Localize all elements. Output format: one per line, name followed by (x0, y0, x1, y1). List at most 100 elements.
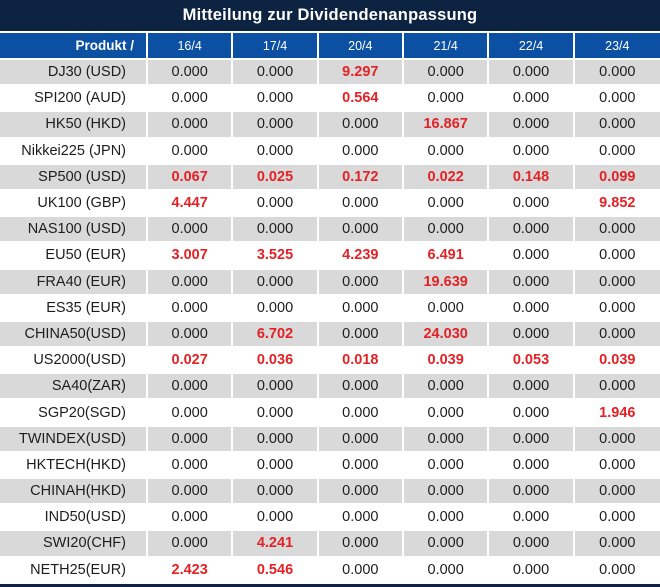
table-row: SA40(ZAR) 0.000 0.000 0.000 0.000 0.000 0.000 (0, 374, 660, 401)
table-row: UK100 (GBP) 4.447 0.000 0.000 0.000 0.000 9.85… (0, 190, 660, 218)
date-header-cell: 17/4 (233, 33, 319, 60)
value-cell: 0.000 (148, 60, 234, 87)
value-cell: 0.018 (318, 348, 404, 375)
value-cell: 0.000 (318, 295, 404, 322)
value-cell: 0.000 (148, 374, 234, 401)
table-row: CHINAH(HKD) 0.000 0.000 0.000 0.000 0.000 0.00… (0, 479, 660, 506)
value-cell: 0.000 (574, 557, 660, 584)
value-cell: 0.000 (404, 374, 490, 401)
value-cell: 0.053 (489, 348, 575, 375)
value-cell: 0.039 (404, 348, 490, 375)
value-cell: 0.039 (574, 348, 660, 375)
value-cell: 0.000 (148, 269, 234, 296)
value-cell: 0.000 (574, 217, 660, 244)
value-cell: 0.000 (148, 321, 234, 349)
table-row: SP500 (USD) 0.067 0.025 0.172 0.022 0.148 0.09… (0, 164, 660, 191)
value-cell: 0.172 (318, 164, 404, 191)
value-cell: 0.000 (318, 217, 404, 244)
value-cell: 0.564 (318, 86, 404, 113)
value-cell: 4.447 (148, 190, 234, 218)
value-cell: 19.639 (404, 269, 490, 296)
value-cell: 0.000 (148, 452, 234, 479)
value-cell: 0.000 (148, 86, 234, 113)
product-cell: SWI20(CHF) (0, 531, 148, 558)
value-cell: 0.000 (318, 112, 404, 139)
value-cell: 0.000 (404, 557, 490, 584)
product-cell: CHINAH(HKD) (0, 479, 148, 506)
value-cell: 0.000 (233, 269, 319, 296)
value-cell: 0.000 (148, 217, 234, 244)
value-cell: 0.000 (574, 505, 660, 532)
product-cell: SGP20(SGD) (0, 400, 148, 427)
value-cell: 0.148 (489, 164, 575, 191)
value-cell: 0.000 (318, 321, 404, 349)
product-cell: ES35 (EUR) (0, 295, 148, 322)
product-cell: UK100 (GBP) (0, 190, 148, 218)
product-cell: HKTECH(HKD) (0, 452, 148, 479)
value-cell: 0.000 (489, 400, 575, 427)
value-cell: 0.000 (489, 505, 575, 532)
value-cell: 0.000 (574, 243, 660, 270)
value-cell: 0.000 (574, 269, 660, 296)
product-cell: TWINDEX(USD) (0, 426, 148, 453)
value-cell: 0.000 (574, 452, 660, 479)
table-row: NAS100 (USD) 0.000 0.000 0.000 0.000 0.000 0.0… (0, 217, 660, 244)
date-header-cell: 23/4 (574, 33, 660, 60)
value-cell: 0.000 (148, 400, 234, 427)
value-cell: 0.000 (233, 60, 319, 87)
value-cell: 0.067 (148, 164, 234, 191)
value-cell: 0.000 (233, 138, 319, 165)
value-cell: 0.000 (148, 426, 234, 453)
product-cell: NETH25(EUR) (0, 557, 148, 584)
value-cell: 0.000 (148, 138, 234, 165)
value-cell: 0.000 (489, 138, 575, 165)
value-cell: 0.000 (233, 452, 319, 479)
value-cell: 0.000 (489, 531, 575, 558)
table-row: CHINA50(USD) 0.000 6.702 0.000 24.030 0.000 0.… (0, 321, 660, 349)
date-header-cell: 22/4 (489, 33, 575, 60)
value-cell: 0.000 (318, 426, 404, 453)
value-cell: 0.025 (233, 164, 319, 191)
value-cell: 0.000 (574, 112, 660, 139)
value-cell: 0.000 (489, 557, 575, 584)
value-cell: 0.000 (574, 295, 660, 322)
value-cell: 0.022 (404, 164, 490, 191)
value-cell: 0.000 (489, 479, 575, 506)
value-cell: 0.000 (404, 217, 490, 244)
value-cell: 0.000 (404, 138, 490, 165)
value-cell: 0.000 (489, 112, 575, 139)
value-cell: 0.000 (404, 426, 490, 453)
value-cell: 0.000 (489, 217, 575, 244)
value-cell: 0.000 (574, 60, 660, 87)
value-cell: 0.000 (489, 426, 575, 453)
table-row: SWI20(CHF) 0.000 4.241 0.000 0.000 0.000 0.000 (0, 531, 660, 558)
date-header-cell: 20/4 (318, 33, 404, 60)
product-cell: Nikkei225 (JPN) (0, 138, 148, 165)
product-cell: NAS100 (USD) (0, 217, 148, 244)
value-cell: 0.000 (404, 452, 490, 479)
value-cell: 0.000 (404, 190, 490, 218)
value-cell: 3.007 (148, 243, 234, 270)
value-cell: 0.000 (574, 426, 660, 453)
product-cell: US2000(USD) (0, 348, 148, 375)
value-cell: 0.000 (233, 190, 319, 218)
value-cell: 0.000 (318, 138, 404, 165)
value-cell: 0.000 (404, 86, 490, 113)
value-cell: 0.000 (404, 505, 490, 532)
product-cell: SP500 (USD) (0, 164, 148, 191)
product-cell: EU50 (EUR) (0, 243, 148, 270)
header-row: Produkt / 16/4 17/4 20/4 21/4 22/4 23/4 (0, 33, 660, 60)
date-header-cell: 21/4 (404, 33, 490, 60)
value-cell: 3.525 (233, 243, 319, 270)
value-cell: 6.491 (404, 243, 490, 270)
product-cell: FRA40 (EUR) (0, 269, 148, 296)
product-cell: IND50(USD) (0, 505, 148, 532)
product-cell: SPI200 (AUD) (0, 86, 148, 113)
value-cell: 0.000 (318, 190, 404, 218)
value-cell: 0.027 (148, 348, 234, 375)
value-cell: 0.000 (318, 269, 404, 296)
value-cell: 0.000 (404, 531, 490, 558)
value-cell: 0.000 (318, 452, 404, 479)
table-row: NETH25(EUR) 2.423 0.546 0.000 0.000 0.000 0.00… (0, 557, 660, 584)
